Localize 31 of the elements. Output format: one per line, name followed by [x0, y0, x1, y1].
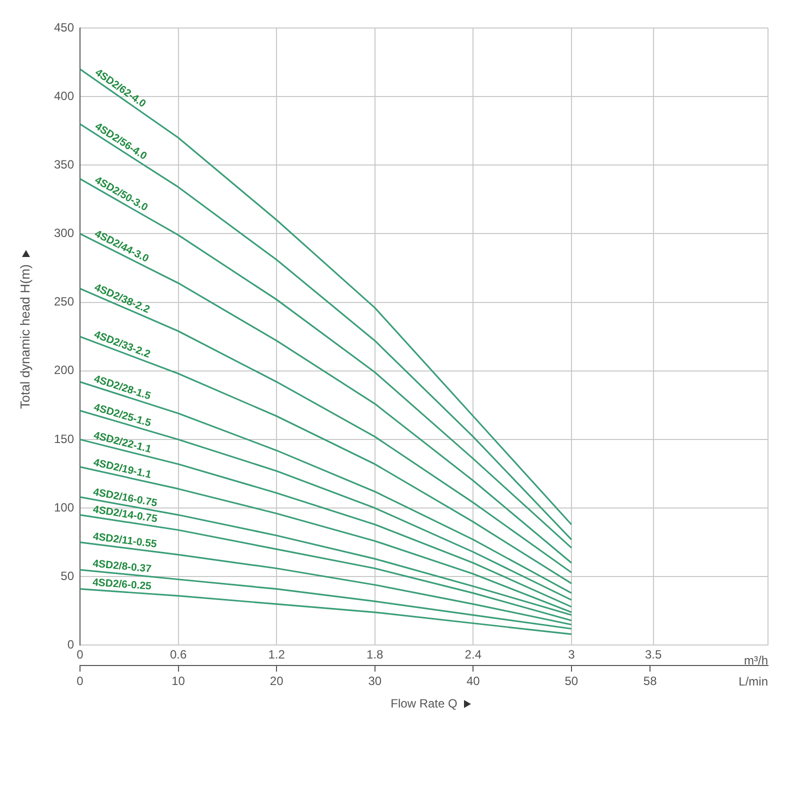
text: Flow Rate Q	[390, 696, 458, 710]
x-tick-label: 3.5	[644, 648, 662, 662]
x-tick-label: 1.8	[366, 648, 384, 662]
x-tick-label: 2.4	[464, 648, 482, 662]
series-label: 4SD2/6-0.25	[92, 576, 152, 593]
x2-tick-label: 30	[368, 674, 382, 688]
x-tick-label: 0	[76, 648, 84, 662]
text: 4SD2/8-0.37	[92, 558, 152, 576]
text: 4SD2/11-0.55	[92, 530, 158, 551]
x-axis-title: m³/h	[744, 654, 768, 668]
x2-tick-label: 50	[564, 674, 578, 688]
y-tick-label: 0	[67, 638, 74, 652]
y-tick-label: 400	[54, 88, 74, 103]
x2-tick-label: 10	[172, 674, 186, 688]
y-tick-label: 250	[54, 294, 74, 309]
y-tick-label: 450	[54, 20, 74, 34]
x2-tick-label: 40	[466, 674, 480, 688]
y-tick-label: 350	[54, 157, 74, 172]
y-tick-label: 200	[54, 363, 74, 378]
x2-tick-label: 0	[76, 674, 84, 688]
y-axis-title: Total dynamic head H(m)	[18, 264, 33, 409]
x2-axis-title: L/min	[738, 674, 768, 688]
x2-tick-label: 58	[643, 674, 658, 688]
y-tick-label: 300	[54, 226, 74, 240]
y-tick-label: 150	[54, 432, 74, 446]
y-tick-label: 50	[60, 568, 74, 583]
x2-tick-label: 20	[270, 674, 284, 688]
x-tick-label: 0.6	[170, 648, 187, 662]
x-tick-label: 3	[568, 648, 576, 662]
x-tick-label: 1.2	[268, 648, 286, 662]
y-tick-label: 100	[54, 500, 74, 514]
